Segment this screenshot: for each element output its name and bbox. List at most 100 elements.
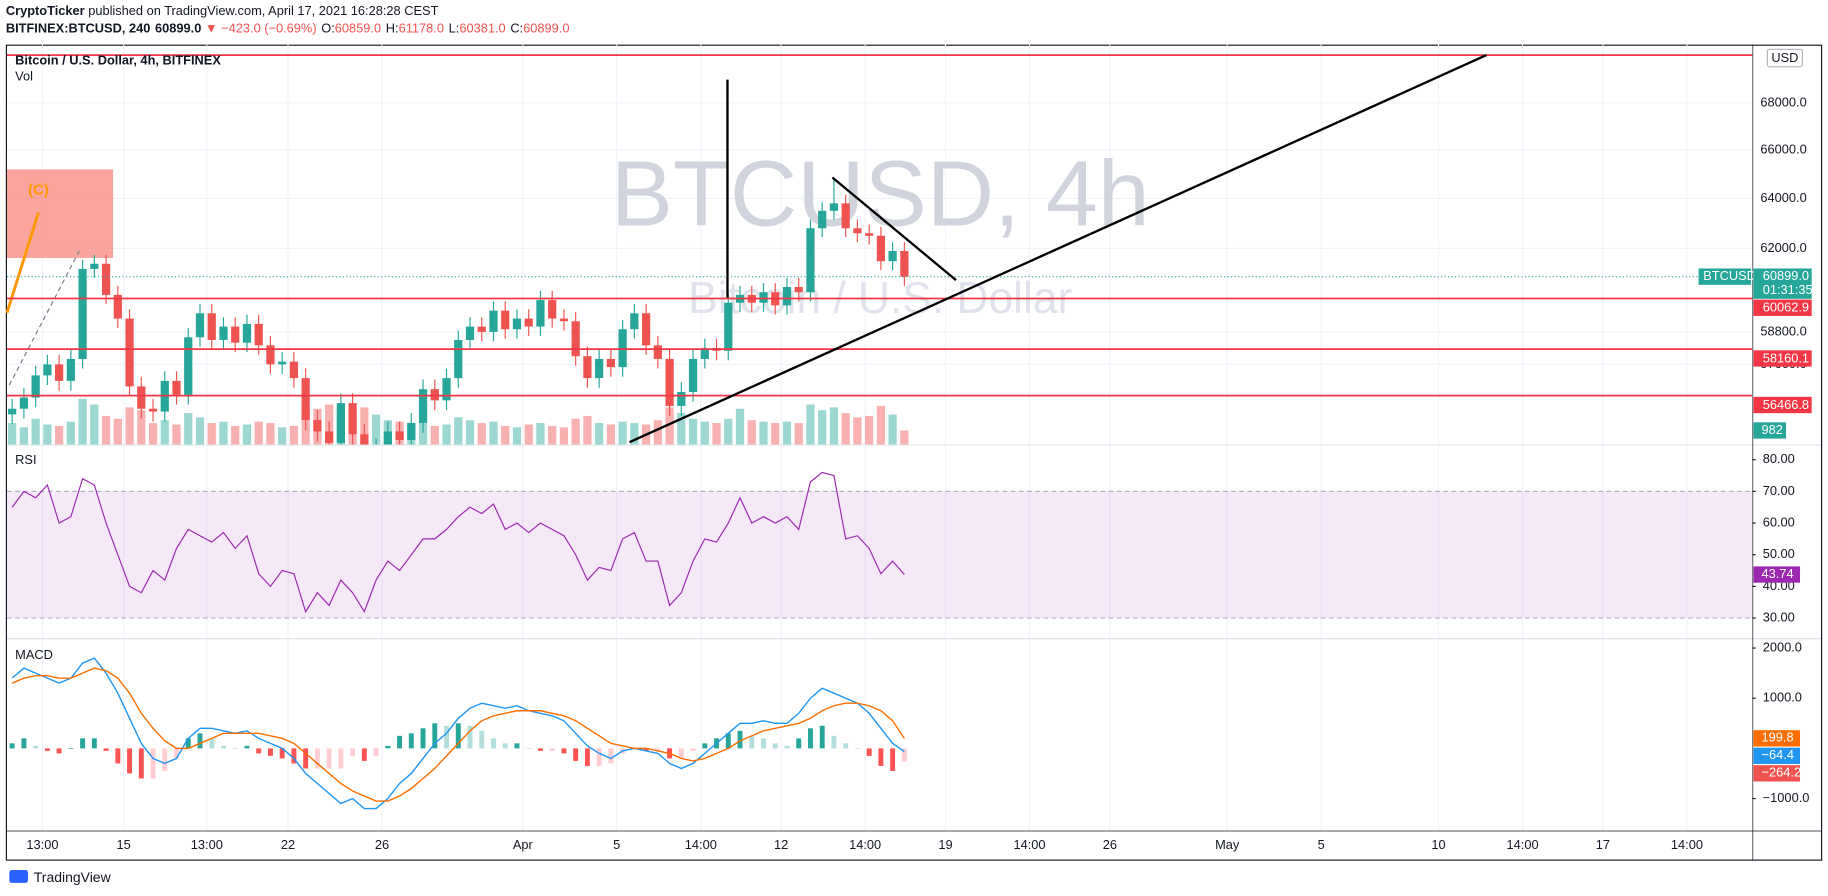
ohlc-key: H: (386, 21, 399, 36)
candle-body (78, 268, 87, 359)
x-tick-label: 13:00 (191, 837, 223, 852)
x-tick-label: 14:00 (1507, 837, 1539, 852)
level-label: 60062.9 (1763, 300, 1809, 315)
candle-body (19, 397, 29, 409)
volume-bar (536, 423, 545, 445)
logo (9, 870, 28, 883)
histogram-bar (549, 748, 555, 751)
histogram-bar (643, 748, 649, 751)
candle-body (512, 318, 522, 330)
candle-body (195, 313, 205, 338)
histogram-bar (784, 745, 790, 749)
currency: USD (1771, 50, 1798, 65)
volume-bar (759, 421, 768, 445)
candle-body (231, 326, 240, 343)
wave-line (5, 212, 40, 314)
volume-bar (442, 424, 451, 445)
rsi-line (11, 471, 905, 614)
x-tick-label: 15 (117, 837, 131, 852)
macd-line (11, 657, 905, 810)
volume-bar (782, 421, 792, 445)
volume-bar (219, 421, 228, 445)
volume-bar (43, 424, 52, 445)
histogram-bar (737, 730, 743, 749)
candle-body (137, 386, 146, 409)
volume-bar (606, 424, 615, 445)
candle-body (254, 323, 263, 346)
candle-body (653, 345, 662, 359)
candle-body (242, 323, 252, 343)
publisher: CryptoTicker (6, 3, 85, 18)
histogram-bar (244, 745, 250, 749)
candle-body (536, 300, 545, 327)
histogram-bar (655, 748, 661, 751)
candle-body (630, 313, 639, 330)
volume-bar (231, 425, 240, 445)
histogram-bar (197, 733, 203, 749)
signal-box (1753, 730, 1801, 747)
frame (5, 44, 1823, 861)
histogram-bar (526, 748, 532, 749)
volume-bar (548, 425, 557, 445)
last: 60899.0 (155, 21, 201, 36)
histogram-bar (502, 743, 508, 749)
candle-body (806, 228, 815, 293)
candle-body (184, 337, 193, 395)
rsi-band (6, 491, 1753, 619)
x-tick-label: 14:00 (1671, 837, 1703, 852)
ohlc-key: L: (449, 21, 460, 36)
candle-body (336, 403, 345, 443)
candle-body (477, 326, 486, 332)
candle-body (818, 210, 827, 229)
candle-body (876, 235, 886, 262)
candle-body (31, 375, 40, 398)
candle-body (90, 263, 99, 269)
volume-bar (865, 415, 874, 445)
volume-bar (66, 421, 75, 445)
candle-body (489, 310, 498, 332)
volume-bar (148, 423, 158, 445)
macd-tick-label: 2000.0 (1763, 639, 1802, 654)
volume-bar (289, 425, 299, 445)
volume-bar (195, 417, 205, 445)
level-label: 58160.1 (1763, 350, 1809, 365)
candle-body (524, 318, 533, 327)
candle-body (665, 358, 674, 406)
histogram-bar (444, 725, 449, 749)
volume-bar (125, 407, 134, 445)
candle-body (688, 358, 698, 392)
macd-last: −64.4 (1762, 747, 1794, 762)
volume-bar (524, 424, 533, 445)
candle-body (559, 318, 569, 322)
ohlc-value: 60381.0 (459, 21, 505, 36)
candle-body (289, 361, 299, 379)
histogram-bar (761, 738, 766, 749)
volume-last: 982 (1762, 422, 1783, 437)
volume-bar (90, 404, 99, 445)
volume-bar (454, 417, 463, 445)
histogram-bar (373, 748, 379, 756)
rsi-tick-label: 80.00 (1763, 451, 1795, 466)
volume-bar (172, 424, 181, 445)
candle-body (325, 431, 334, 443)
volume-bar (266, 423, 275, 445)
candle-body (583, 356, 592, 379)
histogram-bar (807, 728, 813, 749)
countdown: 01:31:35 (1763, 282, 1813, 297)
histogram-bar (843, 743, 849, 749)
candle-body (43, 364, 52, 376)
histogram-bar (221, 745, 226, 749)
rsi-last: 43.74 (1762, 566, 1794, 581)
histogram-bar (491, 738, 496, 749)
volume-bar (418, 421, 428, 445)
grid (6, 44, 1753, 831)
macd-box (1753, 747, 1801, 765)
volume-bar (618, 421, 627, 445)
volume-bar (818, 410, 827, 445)
histogram-bar (561, 748, 567, 754)
volume-bar (595, 423, 604, 445)
histogram-bar (702, 743, 708, 749)
histogram-bar (772, 743, 778, 749)
volume-bar (665, 407, 674, 445)
